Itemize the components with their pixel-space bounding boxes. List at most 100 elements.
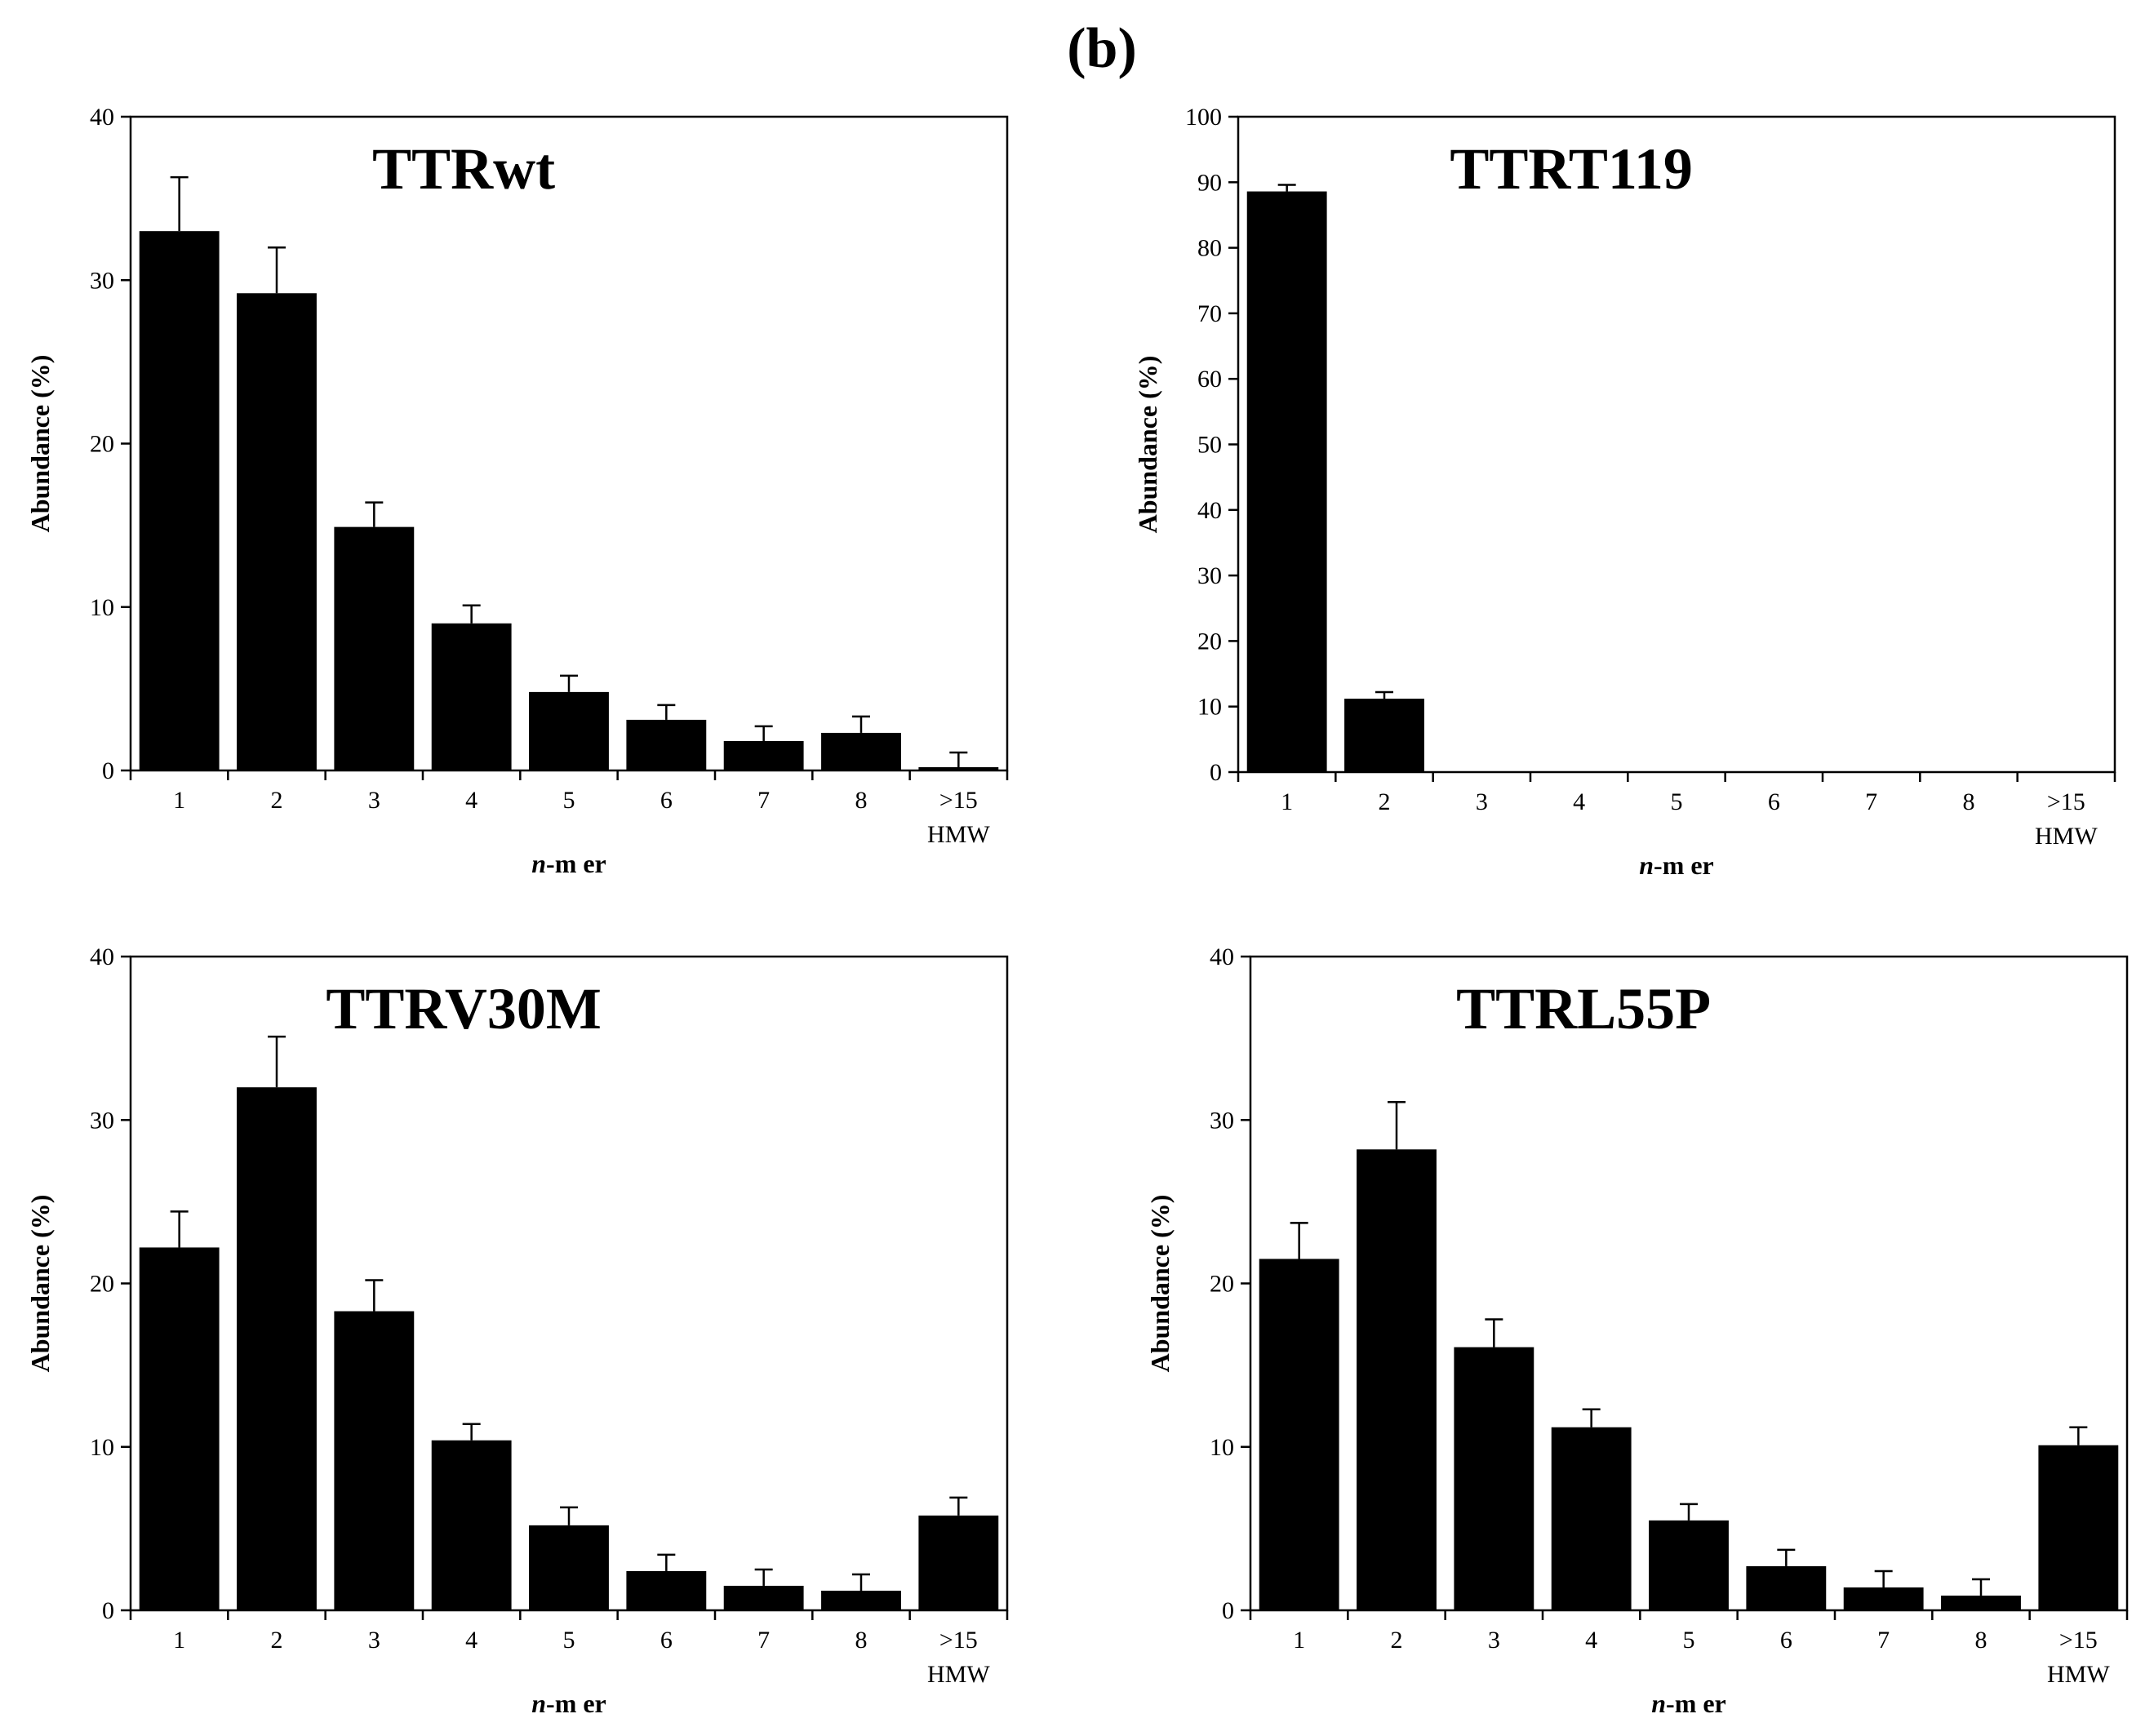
bar-8 <box>821 732 901 770</box>
x-tick-label: 3 <box>1476 788 1488 815</box>
y-axis-label: Abundance (%) <box>25 1195 55 1373</box>
x-axis-label-rest: -m er <box>1654 850 1714 880</box>
x-axis-label: n-m er <box>1639 850 1714 880</box>
y-tick-label: 10 <box>1197 694 1222 721</box>
bar-9 <box>918 1515 999 1610</box>
x-tick-label: 6 <box>660 1627 673 1654</box>
x-axis-label-rest: -m er <box>546 1689 606 1718</box>
bar-8 <box>1941 1595 2021 1610</box>
x-axis-label-rest: -m er <box>546 849 606 878</box>
bar-9 <box>2038 1445 2119 1610</box>
bar-4 <box>431 1440 512 1610</box>
bar-4 <box>1551 1427 1632 1610</box>
y-tick-label: 10 <box>90 594 114 621</box>
bar-3 <box>334 526 415 770</box>
x-tick-label: 5 <box>1671 788 1683 815</box>
y-axis-label: Abundance (%) <box>1145 1195 1175 1373</box>
x-tick-label: 7 <box>1865 788 1877 815</box>
x-tick-label: 1 <box>1293 1627 1305 1654</box>
x-tick-label: 7 <box>757 1627 770 1654</box>
y-tick-label: 40 <box>90 104 114 131</box>
x-tick-label: 6 <box>1768 788 1780 815</box>
x-tick-label: 2 <box>271 787 283 814</box>
x-axis-label: n-m er <box>1651 1689 1726 1718</box>
y-axis-label: Abundance (%) <box>25 355 55 533</box>
chart-title: TTRV30M <box>326 976 601 1041</box>
x-tick-label: 2 <box>1391 1627 1403 1654</box>
x-tick-label: 8 <box>855 787 868 814</box>
bar-7 <box>723 1585 804 1610</box>
x-axis-label-italic: n <box>531 849 546 878</box>
x-axis-label: n-m er <box>531 849 606 878</box>
x-tick-label: 8 <box>855 1627 868 1654</box>
y-tick-label: 30 <box>1210 1107 1234 1134</box>
x-tick-label: 5 <box>1683 1627 1695 1654</box>
y-axis-label: Abundance (%) <box>1133 356 1162 534</box>
y-tick-label: 60 <box>1197 366 1222 393</box>
y-tick-label: 0 <box>102 1597 114 1624</box>
x-axis-label-italic: n <box>531 1689 546 1718</box>
chart-ttrv30m: 0 10 20 30 40 1 2 3 4 5 6 7 8 >15 HMW TTRV30M n-m er Abun… <box>25 943 1009 1718</box>
x-tick-label: 2 <box>271 1627 283 1654</box>
x-tick-label: 1 <box>1281 788 1293 815</box>
panel-label: (b) <box>1067 17 1137 80</box>
bar-7 <box>1843 1587 1924 1610</box>
y-tick-label: 20 <box>1197 628 1222 655</box>
x-tick-label: 7 <box>1877 1627 1890 1654</box>
y-tick-label: 90 <box>1197 169 1222 196</box>
bar-6 <box>626 719 707 770</box>
bar-4 <box>431 623 512 770</box>
y-tick-label: 30 <box>1197 562 1222 589</box>
bar-3 <box>334 1311 415 1610</box>
x-tick-sublabel: HMW <box>2035 823 2098 850</box>
bar-7 <box>723 740 804 770</box>
chart-ttrwt: 0 10 20 30 40 1 2 3 4 5 6 7 8 >15 HMW TTRwt n-m er Abunda… <box>25 104 1009 878</box>
bar-2 <box>237 1087 317 1610</box>
y-tick-label: 0 <box>1222 1597 1234 1624</box>
x-tick-sublabel: HMW <box>927 1661 990 1688</box>
plot-frame <box>1237 115 2116 774</box>
y-tick-label: 80 <box>1197 235 1222 262</box>
x-tick-label: 5 <box>563 1627 575 1654</box>
bar-2 <box>1357 1149 1437 1610</box>
chart-ttrl55p: 0 10 20 30 40 1 2 3 4 5 6 7 8 >15 HMW TTRL55P n-m er Abun… <box>1145 943 2129 1718</box>
y-tick-label: 0 <box>102 757 114 784</box>
x-axis-label-italic: n <box>1639 850 1654 880</box>
y-tick-label: 10 <box>1210 1434 1234 1461</box>
y-tick-label: 40 <box>90 943 114 970</box>
x-tick-label: >15 <box>939 787 978 814</box>
chart-title: TTRwt <box>372 136 555 202</box>
x-tick-label: 2 <box>1379 788 1391 815</box>
bar-5 <box>1649 1520 1729 1610</box>
bar-6 <box>1746 1565 1827 1610</box>
y-tick-label: 10 <box>90 1434 114 1461</box>
y-tick-label: 20 <box>1210 1271 1234 1298</box>
x-tick-label: 3 <box>368 1627 380 1654</box>
y-tick-label: 50 <box>1197 432 1222 459</box>
x-tick-label: >15 <box>939 1627 978 1654</box>
x-tick-label: 8 <box>1975 1627 1987 1654</box>
x-tick-label: 5 <box>563 787 575 814</box>
y-tick-label: 100 <box>1185 104 1222 131</box>
x-tick-label: 7 <box>757 787 770 814</box>
x-tick-label: 8 <box>1963 788 1975 815</box>
x-tick-label: 3 <box>368 787 380 814</box>
bar-1 <box>1246 191 1327 773</box>
x-tick-label: 1 <box>173 787 185 814</box>
bar-6 <box>626 1570 707 1610</box>
bar-1 <box>139 1247 220 1610</box>
bar-8 <box>821 1590 901 1610</box>
bar-2 <box>1344 699 1424 772</box>
x-tick-label: 6 <box>1780 1627 1792 1654</box>
x-tick-label: 3 <box>1488 1627 1500 1654</box>
bar-3 <box>1454 1347 1534 1610</box>
x-tick-label: 1 <box>173 1627 185 1654</box>
bar-1 <box>139 231 220 770</box>
bar-2 <box>237 293 317 770</box>
x-tick-sublabel: HMW <box>927 821 990 848</box>
x-axis-label-italic: n <box>1651 1689 1666 1718</box>
y-tick-label: 30 <box>90 267 114 294</box>
x-tick-label: 4 <box>1585 1627 1597 1654</box>
